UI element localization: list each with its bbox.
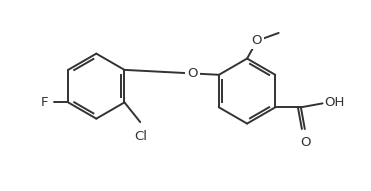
Text: O: O [301,136,311,149]
Text: F: F [41,96,49,109]
Text: O: O [187,67,198,80]
Text: OH: OH [325,96,345,109]
Text: Cl: Cl [135,130,148,143]
Text: O: O [252,34,262,47]
